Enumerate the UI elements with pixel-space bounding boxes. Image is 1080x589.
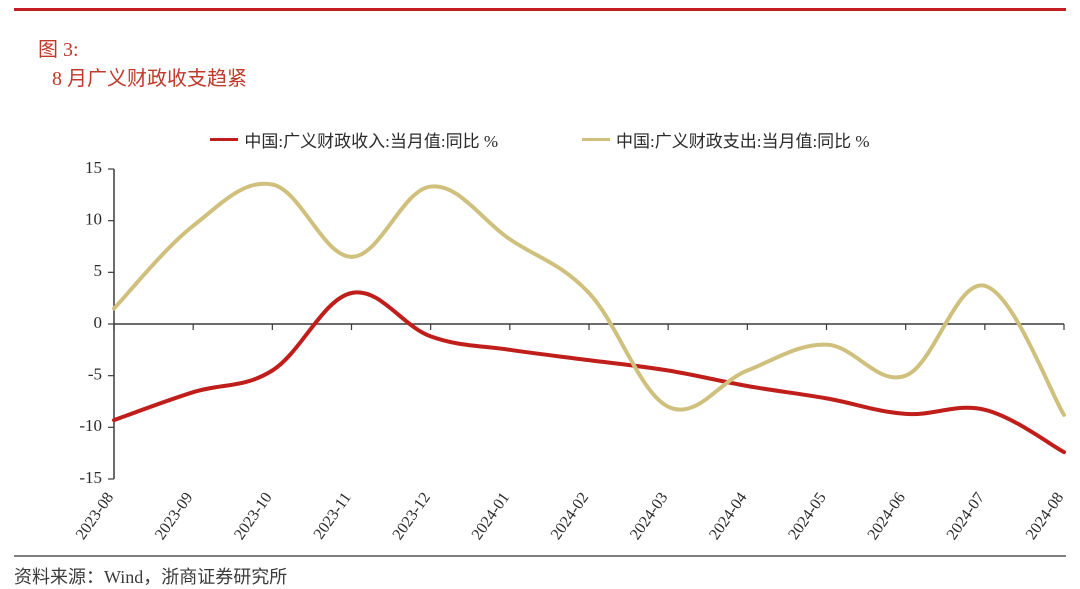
svg-text:2023-12: 2023-12	[389, 490, 434, 543]
svg-text:0: 0	[94, 313, 103, 332]
legend: 中国:广义财政收入:当月值:同比 % 中国:广义财政支出:当月值:同比 %	[14, 127, 1066, 152]
legend-item-series-1: 中国:广义财政支出:当月值:同比 %	[582, 127, 870, 152]
source-text: 资料来源：Wind，浙商证券研究所	[14, 567, 287, 587]
svg-text:2024-03: 2024-03	[627, 490, 672, 543]
svg-text:2023-08: 2023-08	[73, 490, 118, 543]
svg-text:2024-08: 2024-08	[1023, 490, 1066, 543]
svg-text:10: 10	[85, 210, 102, 229]
chart-svg: -15 -10 -5 0 5 10 15 2023-08 2023-09 2023-10 2023-…	[14, 109, 1066, 555]
svg-text:2024-05: 2024-05	[785, 490, 830, 543]
svg-text:2024-04: 2024-04	[706, 490, 751, 543]
svg-text:-10: -10	[79, 416, 102, 435]
svg-text:15: 15	[85, 158, 102, 177]
figure-label: 图 3:	[38, 39, 79, 61]
svg-text:2023-10: 2023-10	[231, 490, 276, 543]
svg-text:-15: -15	[79, 468, 102, 487]
svg-text:-5: -5	[88, 365, 102, 384]
svg-text:2024-01: 2024-01	[469, 490, 514, 543]
legend-swatch-1	[582, 138, 610, 141]
svg-text:2024-02: 2024-02	[548, 490, 593, 543]
legend-label-0: 中国:广义财政收入:当月值:同比 %	[244, 127, 498, 152]
svg-text:2023-09: 2023-09	[152, 490, 197, 543]
legend-swatch-0	[210, 138, 238, 141]
svg-text:5: 5	[94, 261, 103, 280]
chart: 中国:广义财政收入:当月值:同比 % 中国:广义财政支出:当月值:同比 % -1…	[14, 109, 1066, 555]
legend-item-series-0: 中国:广义财政收入:当月值:同比 %	[210, 127, 498, 152]
legend-label-1: 中国:广义财政支出:当月值:同比 %	[616, 127, 870, 152]
svg-text:2024-06: 2024-06	[864, 490, 909, 543]
figure-title: 8 月广义财政收支趋紧	[52, 68, 247, 90]
svg-text:2023-11: 2023-11	[311, 490, 355, 543]
svg-text:2024-07: 2024-07	[944, 490, 989, 543]
source-line: 资料来源：Wind，浙商证券研究所	[14, 555, 1066, 589]
figure-header: 图 3: 8 月广义财政收支趋紧	[14, 8, 1066, 109]
